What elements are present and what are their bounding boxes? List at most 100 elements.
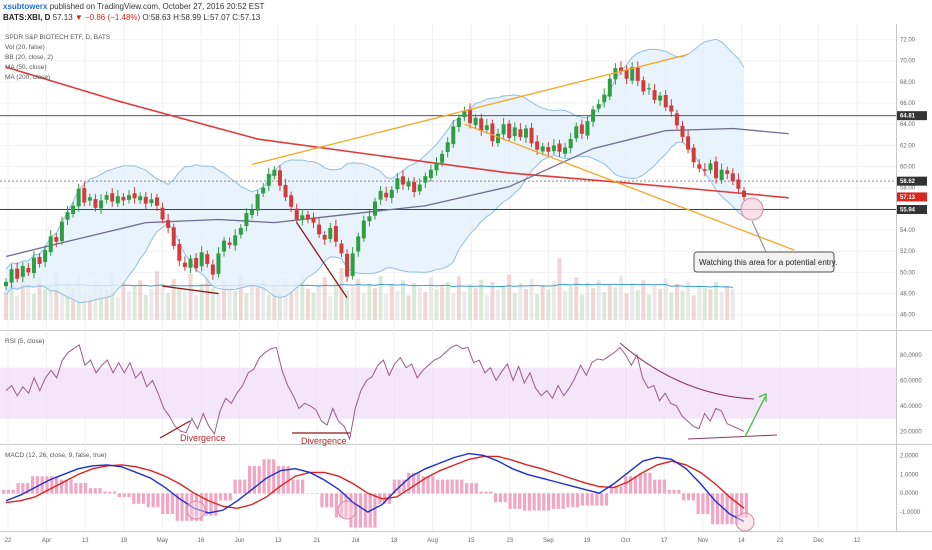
macd-histogram-bar: [614, 486, 618, 494]
price-tick-label: 54.00: [900, 228, 916, 234]
time-tick-label: 12: [854, 538, 861, 544]
macd-histogram-bar: [161, 493, 165, 515]
macd-histogram-bar: [648, 472, 652, 494]
macd-histogram-bar: [513, 493, 517, 509]
volume-bar: [451, 293, 456, 320]
volume-bar: [406, 295, 411, 320]
macd-histogram-bar: [16, 483, 20, 494]
macd-histogram-bar: [21, 483, 25, 494]
macd-histogram-bar: [137, 493, 141, 504]
macd-histogram-bar: [117, 493, 121, 498]
candle-body: [501, 124, 506, 135]
macd-histogram-bar: [537, 493, 541, 511]
macd-histogram-bar: [474, 483, 478, 494]
macd-histogram-bar: [243, 479, 247, 494]
price-tick-label: 68.00: [900, 80, 916, 86]
volume-bar: [551, 281, 556, 320]
candle-body: [373, 201, 377, 216]
macd-cross-circle: [337, 500, 357, 520]
legend-bb: BB (20, close, 2): [5, 54, 53, 61]
macd-histogram-bar: [45, 476, 49, 494]
volume-bar: [255, 287, 260, 320]
volume-bar: [294, 282, 299, 320]
channel-upper-line: [251, 53, 689, 166]
volume-bar: [272, 285, 277, 320]
price-tag-label: 64.81: [900, 114, 916, 120]
macd-histogram-bar: [74, 483, 78, 494]
candle-body: [579, 124, 584, 134]
candle-body: [619, 67, 623, 72]
volume-bar: [607, 284, 612, 320]
candle-body: [702, 169, 707, 171]
rsi-tick-label: 80.0000: [900, 353, 922, 359]
macd-histogram-bar: [720, 493, 724, 525]
time-tick-label: 22: [5, 538, 12, 544]
macd-histogram-bar: [79, 483, 83, 494]
time-tick-label: 13: [275, 538, 282, 544]
volume-bar: [641, 280, 646, 320]
volume-bar: [529, 279, 534, 320]
rsi-tick-label: 40.0000: [900, 404, 922, 410]
time-tick-label: 17: [661, 538, 668, 544]
price-tag-label: 57.13: [900, 195, 916, 201]
macd-histogram-bar: [672, 489, 676, 494]
candle-body: [389, 189, 394, 198]
volume-bar: [48, 284, 53, 320]
candle-body: [238, 227, 243, 235]
volume-bar: [686, 281, 691, 320]
volume-bar: [479, 279, 484, 320]
volume-bar: [708, 289, 713, 320]
time-tick-label: 19: [120, 538, 127, 544]
macd-histogram-bar: [64, 479, 68, 494]
price-tick-label: 60.00: [900, 165, 916, 171]
time-tick-label: 22: [777, 538, 784, 544]
callout-text: Watching this area for a potential entry…: [699, 258, 837, 267]
macd-histogram-bar: [272, 459, 276, 494]
divergence-label-2: Divergence: [301, 436, 347, 446]
candle-body: [154, 197, 159, 206]
macd-histogram-bar: [547, 493, 551, 511]
macd-histogram-bar: [175, 493, 179, 521]
macd-histogram-bar: [465, 483, 469, 494]
volume-bar: [468, 284, 473, 320]
time-tick-label: Apr: [42, 538, 51, 544]
candle-body: [216, 253, 221, 274]
macd-histogram-bar: [122, 493, 126, 498]
volume-bar: [127, 291, 131, 320]
macd-histogram-bar: [334, 493, 339, 518]
macd-histogram-bar: [310, 493, 314, 494]
legend-volume: Vol (20, false): [5, 44, 45, 51]
volume-bar: [328, 295, 333, 320]
time-tick-label: 18: [391, 538, 398, 544]
macd-histogram-bar: [706, 493, 710, 515]
candle-body: [719, 169, 724, 181]
volume-bar: [658, 288, 663, 320]
price-tick-label: 46.00: [900, 313, 916, 319]
quote-line: BATS:XBI, D 57.13 ▼ −0.86 (−1.48%) O:58.…: [3, 13, 260, 23]
rsi-tick-label: 60.0000: [900, 378, 922, 384]
volume-bar: [490, 282, 495, 320]
candle-body: [697, 164, 702, 169]
price-tick-label: 70.00: [900, 59, 916, 65]
volume-bar: [99, 284, 104, 320]
volume-bar: [115, 296, 120, 320]
volume-bar: [663, 278, 668, 320]
volume-bar: [434, 289, 439, 320]
candle-body: [563, 147, 568, 154]
candle-body: [300, 215, 305, 221]
candle-body: [591, 109, 596, 122]
candle-body: [160, 207, 165, 220]
macd-histogram-bar: [436, 479, 440, 494]
macd-histogram-bar: [657, 479, 662, 494]
candle-body: [266, 173, 271, 186]
time-tick-label: Oct: [621, 538, 631, 544]
author-link[interactable]: xsubtowerx: [3, 2, 48, 11]
macd-histogram-bar: [373, 493, 377, 528]
macd-histogram-bar: [682, 493, 686, 501]
macd-histogram-bar: [696, 493, 700, 515]
candle-body: [384, 192, 389, 198]
time-tick-label: Jun: [235, 538, 245, 544]
volume-bar: [261, 278, 266, 320]
candle-body: [674, 113, 679, 126]
